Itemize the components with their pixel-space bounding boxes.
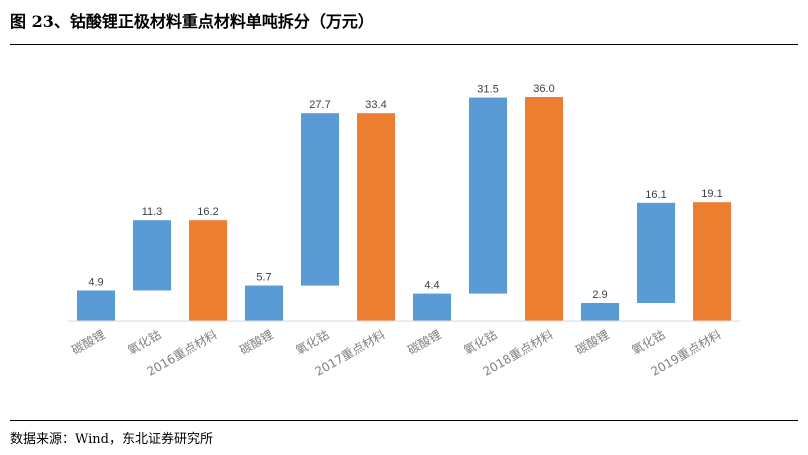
value-label-6: 33.4: [365, 99, 386, 111]
bar-4: [245, 285, 284, 321]
category-label-11: 氧化钴: [629, 327, 668, 358]
category-label-1: 碳酸锂: [69, 327, 108, 358]
value-label-2: 11.3: [142, 206, 163, 218]
bars-group: [77, 97, 732, 321]
source-note: 数据来源：Wind，东北证券研究所: [10, 432, 213, 447]
category-label-5: 氧化钴: [293, 327, 332, 358]
bar-7: [413, 293, 452, 321]
bar-6: [357, 113, 396, 321]
value-label-10: 2.9: [592, 289, 607, 301]
value-label-9: 36.0: [533, 83, 554, 95]
bar-12: [693, 202, 732, 321]
bar-3: [189, 220, 228, 321]
value-label-12: 19.1: [701, 188, 722, 200]
category-label-2: 氧化钴: [125, 327, 164, 358]
value-label-3: 16.2: [197, 206, 218, 218]
value-label-7: 4.4: [424, 280, 439, 292]
value-label-4: 5.7: [256, 272, 271, 284]
value-label-8: 31.5: [477, 84, 498, 96]
bar-10: [581, 303, 620, 321]
value-labels-group: 4.9 11.3 16.2 5.7 27.7 33.4 4.4 31.5 36.0 2.9 16.1…: [88, 83, 722, 301]
top-rule: [10, 44, 798, 45]
bar-8: [469, 97, 508, 294]
category-label-10: 碳酸锂: [573, 327, 612, 358]
bar-11: [637, 202, 676, 303]
value-label-1: 4.9: [88, 277, 103, 289]
bar-2: [133, 220, 172, 291]
value-label-5: 27.7: [309, 99, 330, 111]
bottom-rule: [10, 420, 798, 421]
category-label-8: 氧化钴: [461, 327, 500, 358]
chart-title: 图 23、钴酸锂正极材料重点材料单吨拆分（万元）: [10, 12, 374, 31]
value-label-11: 16.1: [645, 189, 666, 201]
bar-5: [301, 113, 340, 286]
category-label-7: 碳酸锂: [405, 327, 444, 358]
category-label-4: 碳酸锂: [237, 327, 276, 358]
bar-9: [525, 97, 564, 321]
bar-1: [77, 290, 116, 321]
